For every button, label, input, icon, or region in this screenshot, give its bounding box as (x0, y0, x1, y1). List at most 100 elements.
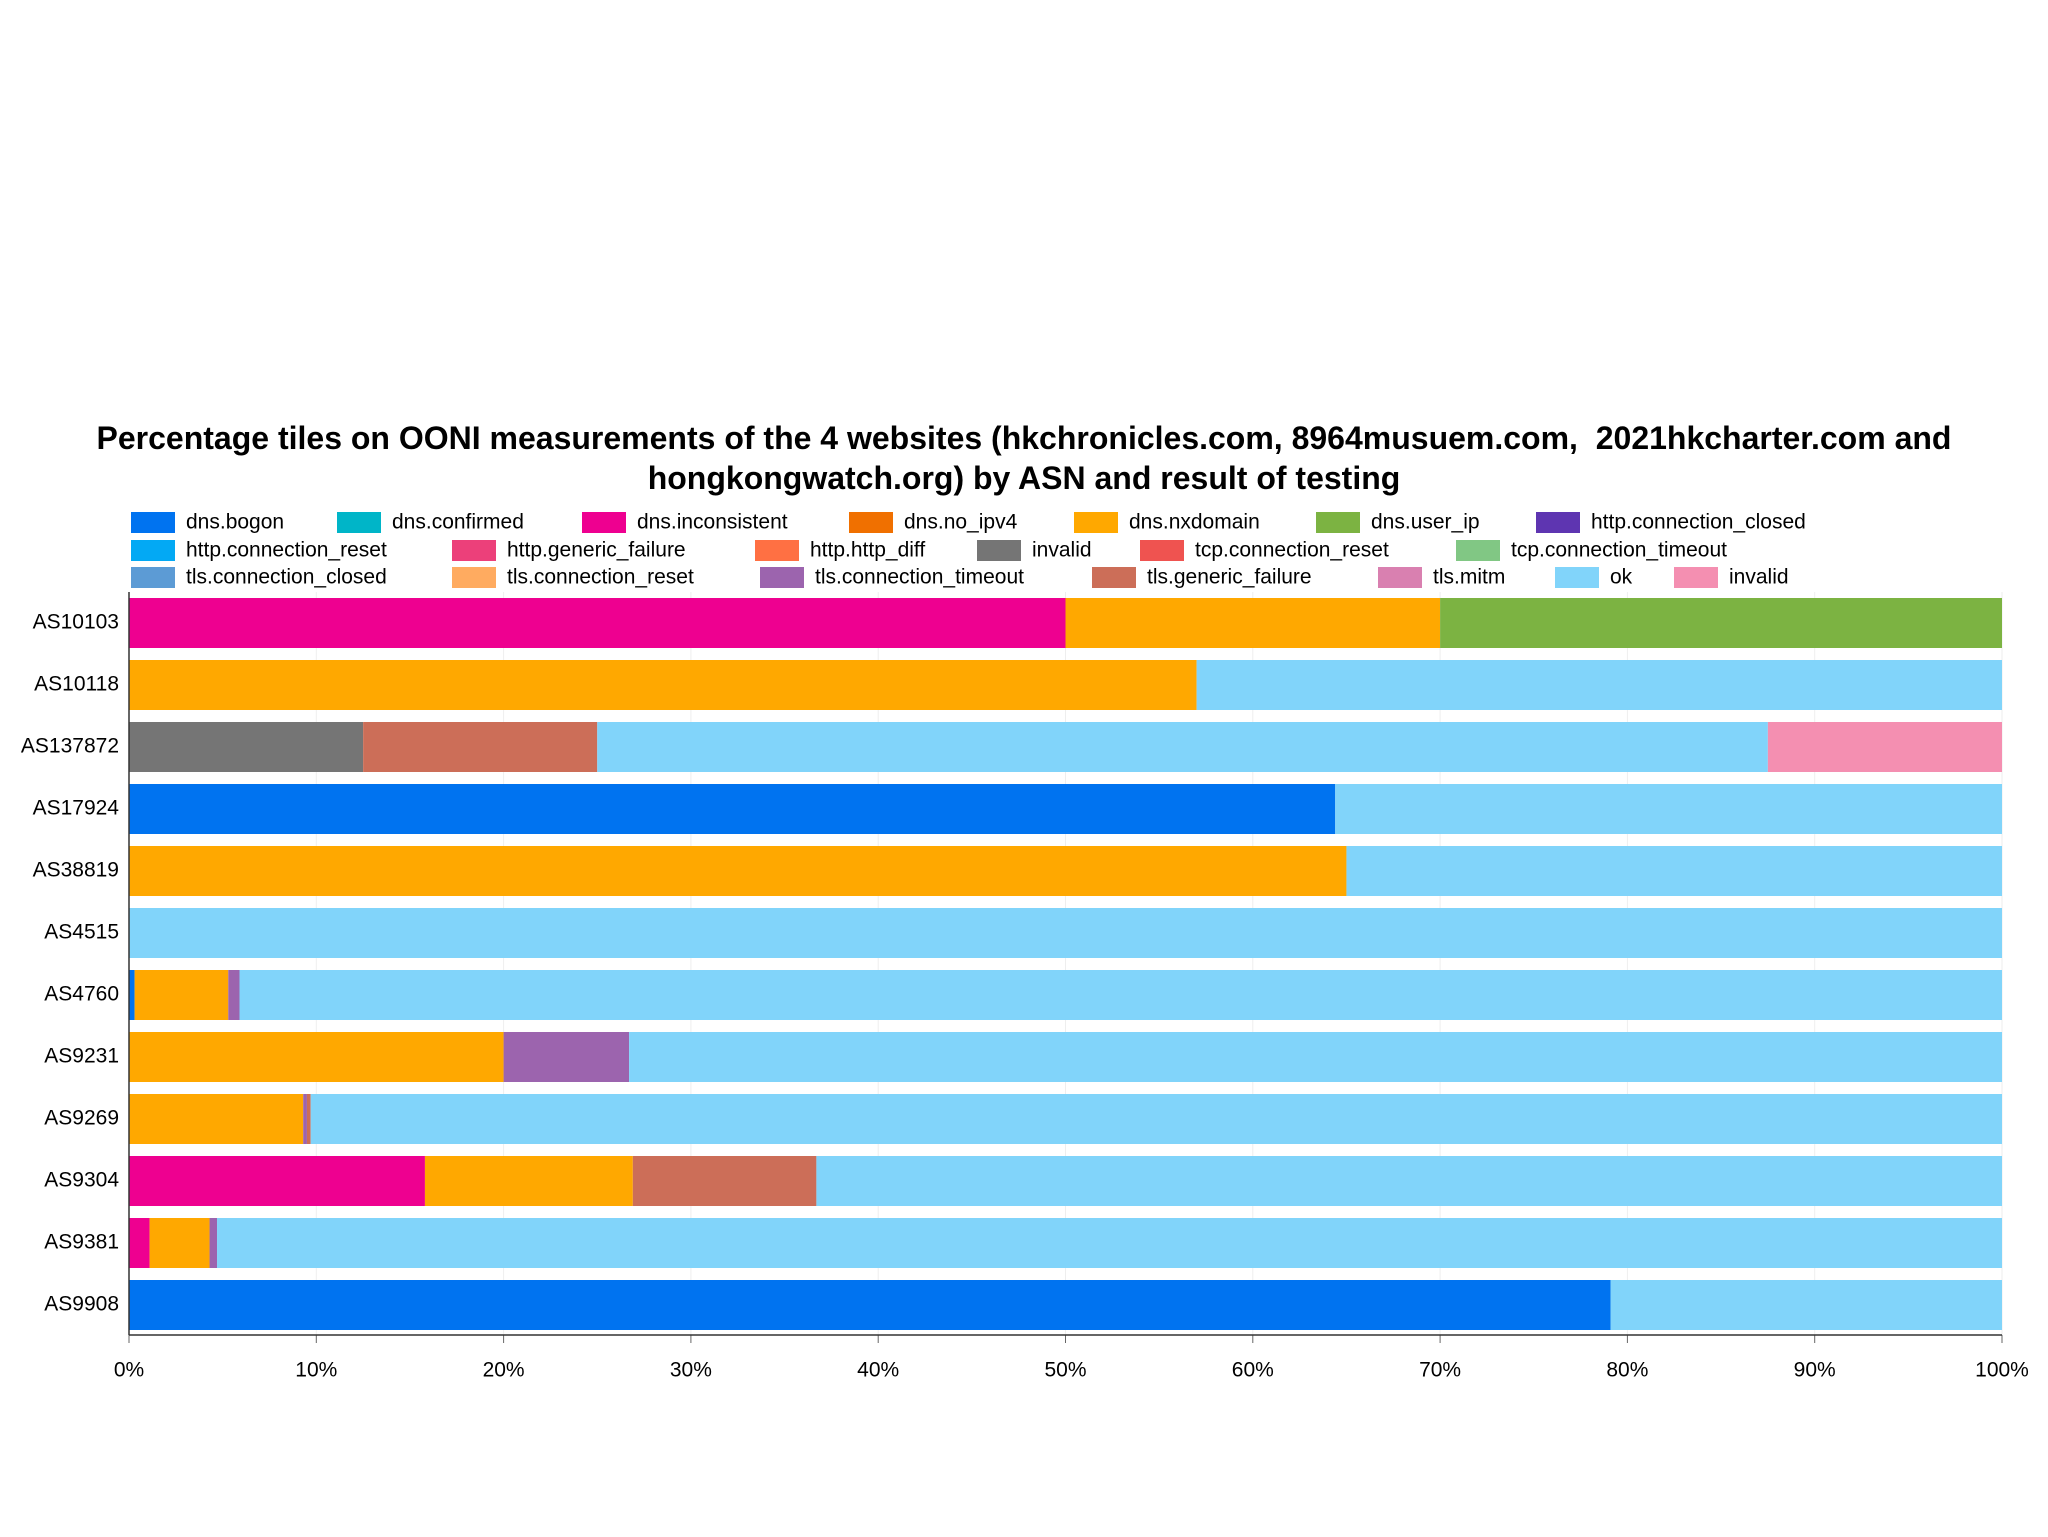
legend-swatch (1074, 512, 1118, 533)
bar-segment (239, 970, 2003, 1020)
bar-segment (306, 1094, 311, 1144)
legend-label: tcp.connection_timeout (1511, 539, 1727, 562)
legend-label: http.http_diff (810, 539, 925, 562)
legend-swatch (1536, 512, 1580, 533)
legend-label: dns.inconsistent (637, 511, 788, 534)
legend-label: tls.connection_reset (507, 566, 694, 589)
bar-segment (217, 1218, 2002, 1268)
x-tick-label: 10% (295, 1359, 337, 1382)
bar-segment (503, 1032, 630, 1082)
bar-segment (129, 1032, 504, 1082)
bar-segment (129, 722, 364, 772)
bar-segment (1335, 784, 2002, 834)
bar-segment (1196, 660, 2002, 710)
legend-label: dns.no_ipv4 (904, 511, 1018, 534)
legend-label: tcp.connection_reset (1195, 539, 1389, 562)
legend-swatch (452, 540, 496, 561)
legend-label: tls.generic_failure (1147, 566, 1312, 589)
legend-label: ok (1610, 566, 1633, 589)
bar-segment (129, 1218, 150, 1268)
legend-swatch (582, 512, 626, 533)
bar-segment (129, 1280, 1611, 1330)
legend-label: tls.connection_closed (186, 566, 387, 589)
legend-label: http.connection_reset (186, 539, 387, 562)
bar-segment (1767, 722, 2002, 772)
legend-swatch (760, 567, 804, 588)
x-tick-label: 50% (1044, 1359, 1086, 1382)
y-tick-label: AS4760 (44, 983, 119, 1006)
chart-title: Percentage tiles on OONI measurements of… (96, 420, 1961, 496)
bar-segment (1440, 598, 2002, 648)
legend-label: invalid (1032, 539, 1092, 562)
bar-segment (129, 598, 1066, 648)
bar-segment (632, 1156, 817, 1206)
legend-swatch (1378, 567, 1422, 588)
legend-swatch (1092, 567, 1136, 588)
bar-segment (303, 1094, 307, 1144)
y-tick-label: AS9908 (44, 1293, 119, 1316)
legend-label: dns.nxdomain (1129, 511, 1260, 534)
bar-segment (1346, 846, 2002, 896)
bar-segment (816, 1156, 2002, 1206)
y-tick-label: AS17924 (33, 797, 120, 820)
x-tick-label: 80% (1606, 1359, 1648, 1382)
legend-label: tls.mitm (1433, 566, 1505, 589)
y-tick-label: AS9269 (44, 1107, 119, 1130)
bar-segment (1610, 1280, 2002, 1330)
bar-segment (129, 1094, 304, 1144)
x-tick-label: 20% (483, 1359, 525, 1382)
bar-segment (129, 908, 2002, 958)
bar-segment (129, 846, 1347, 896)
bar-segment (129, 970, 135, 1020)
bar-segment (129, 1156, 425, 1206)
x-tick-label: 70% (1419, 1359, 1461, 1382)
x-tick-label: 90% (1794, 1359, 1836, 1382)
legend-swatch (337, 512, 381, 533)
y-tick-label: AS9231 (44, 1045, 119, 1068)
legend-swatch (131, 512, 175, 533)
bar-segment (134, 970, 229, 1020)
legend-swatch (1456, 540, 1500, 561)
legend-swatch (1555, 567, 1599, 588)
y-tick-label: AS9304 (44, 1169, 119, 1192)
x-tick-label: 30% (670, 1359, 712, 1382)
bar-segment (129, 660, 1197, 710)
legend-swatch (755, 540, 799, 561)
legend-swatch (131, 567, 175, 588)
y-tick-label: AS10103 (33, 611, 119, 634)
legend-label: http.connection_closed (1591, 511, 1806, 534)
y-tick-label: AS9381 (44, 1231, 119, 1254)
legend-swatch (452, 567, 496, 588)
legend-swatch (849, 512, 893, 533)
legend-label: dns.user_ip (1371, 511, 1480, 534)
bar-segment (149, 1218, 210, 1268)
y-tick-label: AS4515 (44, 921, 119, 944)
legend-swatch (1674, 567, 1718, 588)
legend-swatch (131, 540, 175, 561)
bar-segment (310, 1094, 2002, 1144)
bar-segment (1065, 598, 1441, 648)
y-tick-label: AS10118 (34, 673, 119, 696)
bar-segment (209, 1218, 218, 1268)
y-tick-label: AS38819 (33, 859, 119, 882)
bar-segment (228, 970, 240, 1020)
bar-segment (129, 784, 1336, 834)
bar-segment (424, 1156, 633, 1206)
legend-swatch (1316, 512, 1360, 533)
legend-label: dns.bogon (186, 511, 284, 534)
legend-label: http.generic_failure (507, 539, 686, 562)
y-tick-label: AS137872 (21, 735, 119, 758)
x-tick-label: 100% (1975, 1359, 2029, 1382)
x-tick-label: 0% (114, 1359, 144, 1382)
legend-label: tls.connection_timeout (815, 566, 1024, 589)
legend-swatch (977, 540, 1021, 561)
x-tick-label: 60% (1232, 1359, 1274, 1382)
bar-segment (597, 722, 1768, 772)
legend-swatch (1140, 540, 1184, 561)
legend-label: dns.confirmed (392, 511, 524, 534)
bar-segment (629, 1032, 2002, 1082)
x-tick-label: 40% (857, 1359, 899, 1382)
bar-segment (363, 722, 598, 772)
